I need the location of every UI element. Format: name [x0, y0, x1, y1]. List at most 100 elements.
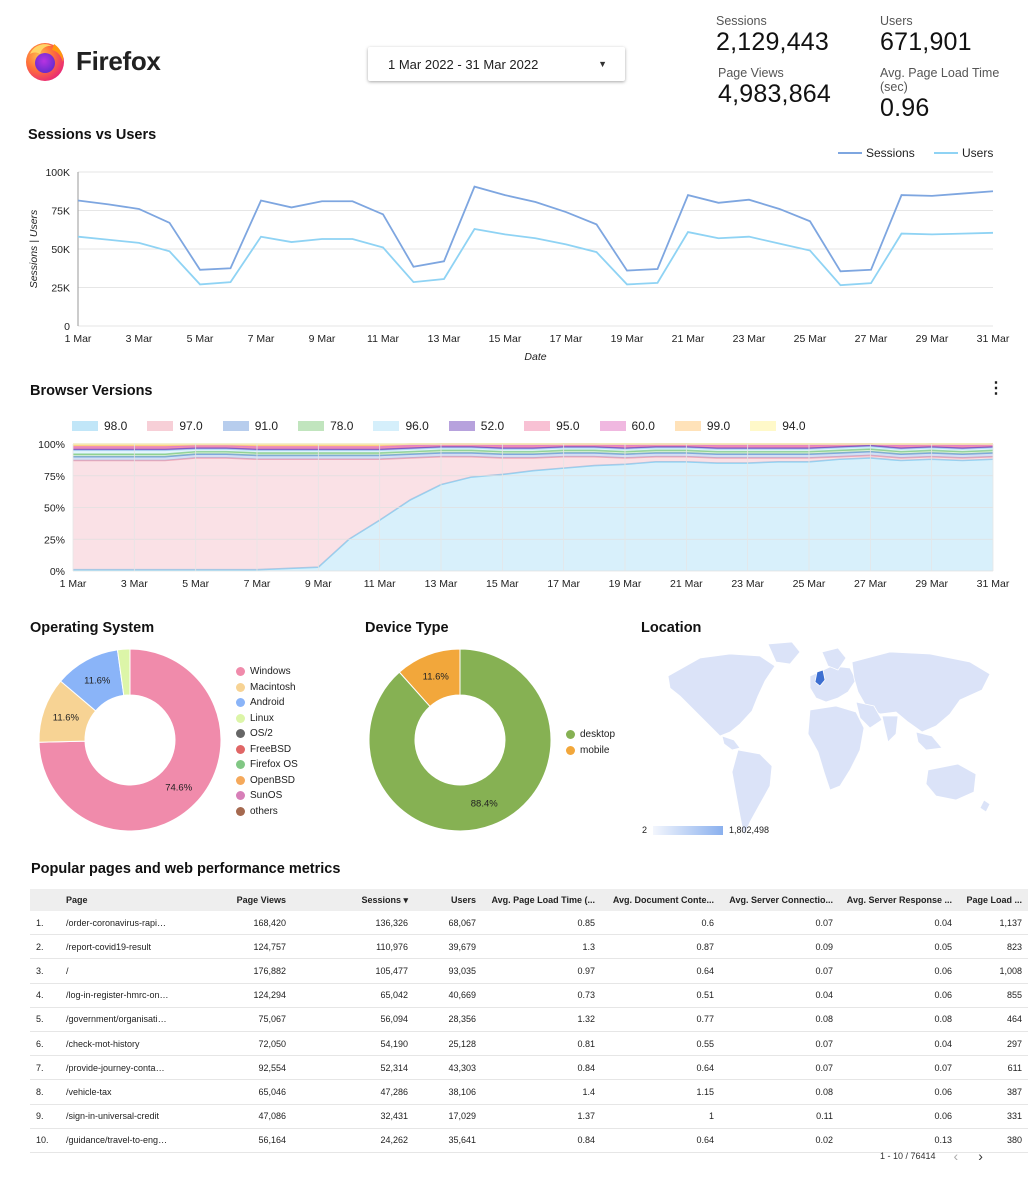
series-line-users: [77, 227, 994, 287]
column-header: [30, 889, 60, 911]
browser-versions-title: Browser Versions: [30, 383, 153, 399]
column-header[interactable]: Page: [60, 889, 175, 911]
column-header[interactable]: Avg. Server Response ...: [839, 889, 958, 911]
legend-item: Android: [236, 695, 298, 711]
table-row[interactable]: 5./government/organisatio... 75,067 56,094…: [30, 1007, 1028, 1032]
location-scale: 2 1,802,498: [642, 825, 769, 835]
x-tick-label: 29 Mar: [916, 333, 949, 345]
table-cell: 0.51: [601, 983, 720, 1008]
series-line-sessions: [77, 185, 994, 273]
y-tick-label: 0%: [50, 566, 65, 578]
legend-item: 94.0: [750, 419, 806, 433]
legend-item: mobile: [566, 743, 615, 759]
column-header[interactable]: Sessions ▾: [292, 889, 414, 911]
kpi-page-views: Page Views 4,983,864: [718, 66, 831, 109]
legend-label: FreeBSD: [250, 743, 292, 755]
table-cell: 124,294: [175, 983, 292, 1008]
table-row[interactable]: 8./vehicle-tax 65,046 47,286 38,106 1.4 1.15 0…: [30, 1079, 1028, 1105]
world-map[interactable]: [660, 636, 1000, 846]
legend-label: 95.0: [556, 419, 580, 433]
page-path-cell: /provide-journey-contact-...: [60, 1055, 175, 1081]
device-type-chart: 88.4% 11.6%: [368, 648, 552, 832]
operating-system-chart: 74.6% 11.6% 11.6%: [38, 648, 222, 832]
legend-item: Macintosh: [236, 680, 298, 696]
table-cell: 297: [958, 1031, 1028, 1057]
location-scale-max: 1,802,498: [729, 825, 770, 835]
date-range-picker[interactable]: 1 Mar 2022 - 31 Mar 2022 ▼: [368, 47, 625, 81]
legend-item: 99.0: [674, 419, 730, 433]
column-header[interactable]: Avg. Document Conte...: [601, 889, 720, 911]
table-cell: 6.: [30, 1031, 60, 1057]
column-header[interactable]: Page Load ...: [958, 889, 1028, 911]
kpi-label: Avg. Page Load Time (sec): [880, 66, 1000, 94]
table-cell: 24,262: [292, 1128, 414, 1153]
x-tick-label: 31 Mar: [977, 333, 1010, 345]
legend-swatch: [147, 421, 174, 431]
table-cell: 9.: [30, 1104, 60, 1129]
y-tick-label: 100K: [45, 167, 70, 179]
x-tick-label: 11 Mar: [367, 333, 399, 345]
column-header[interactable]: Avg. Server Connectio...: [720, 889, 839, 911]
table-cell: 56,094: [292, 1007, 414, 1032]
page-path-cell: /government/organisatio...: [60, 1007, 175, 1032]
date-range-text: 1 Mar 2022 - 31 Mar 2022: [388, 56, 539, 72]
map-region-middle-east: [855, 701, 883, 729]
legend-label: others: [250, 805, 278, 817]
table-row[interactable]: 3./176,882 105,477 93,035 0.97 0.64 0.07 0.06 1…: [30, 958, 1028, 984]
column-header[interactable]: Avg. Page Load Time (...: [482, 889, 601, 911]
table-row[interactable]: 2./report-covid19-result 124,757 110,976 39…: [30, 934, 1028, 960]
x-tick-label: 27 Mar: [855, 333, 888, 345]
x-tick-label: 5 Mar: [187, 333, 214, 345]
table-cell: 72,050: [175, 1031, 292, 1057]
table-cell: 0.6: [601, 911, 720, 936]
table-cell: 0.04: [839, 1031, 958, 1057]
table-cell: 0.07: [720, 1055, 839, 1081]
x-tick-label: 15 Mar: [486, 578, 519, 590]
page-path-cell: /: [60, 958, 175, 984]
area-line-78.0: [73, 448, 994, 455]
x-tick-label: 13 Mar: [428, 333, 461, 345]
table-cell: 65,046: [175, 1079, 292, 1105]
x-tick-label: 25 Mar: [793, 578, 826, 590]
legend-dot: [566, 745, 575, 755]
map-region-new-zealand: [979, 799, 991, 813]
location-scale-gradient: [653, 825, 724, 835]
table-cell: 38,106: [414, 1079, 482, 1105]
x-tick-label: 31 Mar: [977, 578, 1010, 590]
table-cell: 1.15: [601, 1079, 720, 1105]
legend-label: OS/2: [250, 728, 273, 740]
column-header[interactable]: Users: [414, 889, 482, 911]
table-cell: 0.02: [720, 1128, 839, 1153]
table-row[interactable]: 1./order-coronavirus-rapid-l... 168,420 13…: [30, 911, 1028, 936]
legend-swatch: [373, 421, 400, 431]
column-header[interactable]: Page Views: [175, 889, 292, 911]
legend-label: 78.0: [330, 419, 354, 433]
y-tick-label: 0: [64, 321, 70, 333]
legend-item: 52.0: [448, 419, 504, 433]
table-cell: 136,326: [292, 911, 414, 936]
table-cell: 0.55: [601, 1031, 720, 1057]
kpi-load-time: Avg. Page Load Time (sec) 0.96: [880, 66, 1029, 123]
chevron-left-icon[interactable]: ‹: [953, 1148, 959, 1164]
legend-item: 97.0: [147, 419, 203, 433]
more-options-icon[interactable]: ⋮: [988, 380, 1004, 397]
y-tick-label: 25K: [51, 283, 70, 295]
legend-dot: [236, 775, 245, 785]
legend-dot: [236, 760, 245, 770]
table-cell: 28,356: [414, 1007, 482, 1032]
legend-dot: [236, 791, 245, 801]
device-type-legend: desktop mobile: [566, 727, 615, 758]
chevron-right-icon[interactable]: ›: [978, 1148, 983, 1164]
area-band-97.0: [73, 455, 993, 570]
table-row[interactable]: 10./guidance/travel-to-engla... 56,164 24,…: [30, 1128, 1028, 1153]
table-row[interactable]: 7./provide-journey-contact-... 92,554 52,3…: [30, 1055, 1028, 1081]
table-cell: 0.84: [482, 1128, 601, 1153]
table-row[interactable]: 6./check-mot-history 72,050 54,190 25,128 0.…: [30, 1031, 1028, 1057]
page-path-cell: /log-in-register-hmrc-onli...: [60, 983, 175, 1008]
table-row[interactable]: 9./sign-in-universal-credit 47,086 32,431 1…: [30, 1104, 1028, 1129]
table-row[interactable]: 4./log-in-register-hmrc-onli... 124,294 65…: [30, 983, 1028, 1008]
table-cell: 0.11: [720, 1104, 839, 1129]
legend-item: FreeBSD: [236, 742, 298, 758]
kpi-label: Page Views: [718, 66, 784, 80]
kpi-value: 2,129,443: [716, 28, 830, 56]
